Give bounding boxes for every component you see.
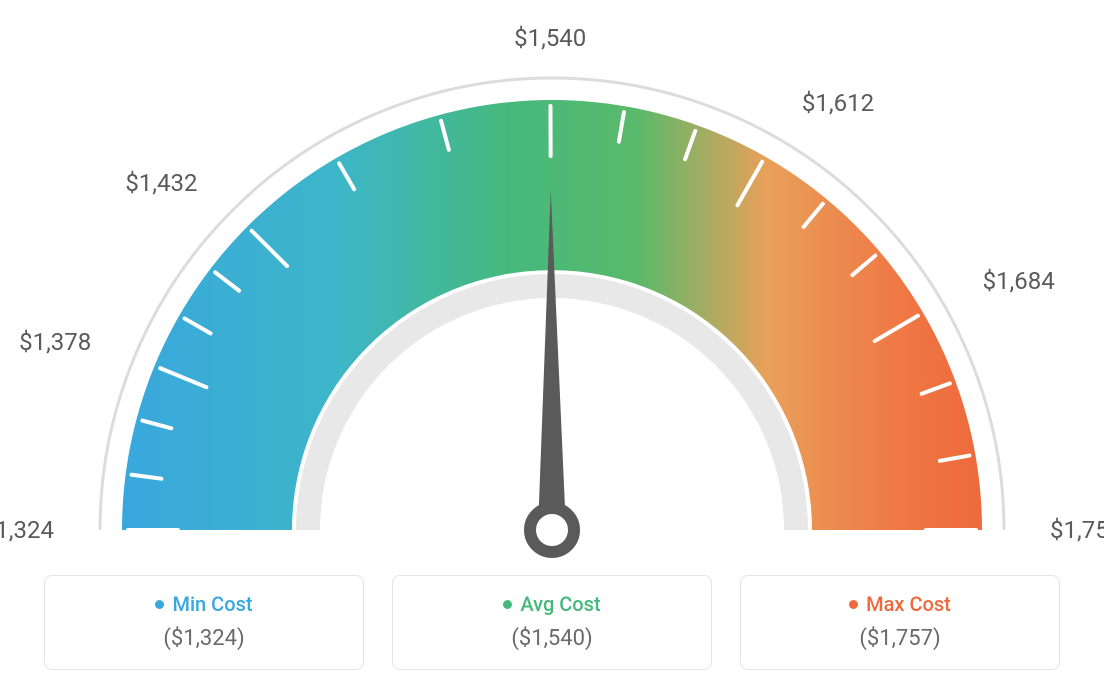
legend-card-min: Min Cost ($1,324) bbox=[44, 575, 364, 670]
legend-title-avg: Avg Cost bbox=[503, 592, 600, 616]
gauge-tick-label: $1,612 bbox=[802, 89, 874, 117]
legend-title-max-text: Max Cost bbox=[866, 592, 951, 616]
gauge-tick-label: $1,684 bbox=[983, 267, 1055, 295]
legend-dot-max bbox=[849, 600, 858, 609]
legend-value-max: ($1,757) bbox=[761, 626, 1039, 651]
legend-title-max: Max Cost bbox=[849, 592, 951, 616]
legend-value-avg: ($1,540) bbox=[413, 626, 691, 651]
legend-row: Min Cost ($1,324) Avg Cost ($1,540) Max … bbox=[0, 575, 1104, 670]
gauge-area: $1,324 $1,378 $1,432 $1,540 $1,612 $1,684 $1,7… bbox=[0, 0, 1104, 560]
legend-title-avg-text: Avg Cost bbox=[520, 592, 600, 616]
legend-dot-min bbox=[155, 600, 164, 609]
gauge-tick-label: $1,324 bbox=[0, 516, 54, 544]
gauge-tick-label: $1,757 bbox=[1050, 516, 1104, 544]
legend-title-min: Min Cost bbox=[155, 592, 252, 616]
legend-dot-avg bbox=[503, 600, 512, 609]
gauge-svg bbox=[22, 30, 1082, 590]
gauge-tick-label: $1,540 bbox=[514, 24, 586, 52]
legend-card-max: Max Cost ($1,757) bbox=[740, 575, 1060, 670]
legend-card-avg: Avg Cost ($1,540) bbox=[392, 575, 712, 670]
gauge-tick-label: $1,432 bbox=[125, 169, 197, 197]
cost-gauge-chart: $1,324 $1,378 $1,432 $1,540 $1,612 $1,684 $1,7… bbox=[0, 0, 1104, 690]
legend-value-min: ($1,324) bbox=[65, 626, 343, 651]
legend-title-min-text: Min Cost bbox=[172, 592, 252, 616]
gauge-tick-label: $1,378 bbox=[19, 328, 91, 356]
